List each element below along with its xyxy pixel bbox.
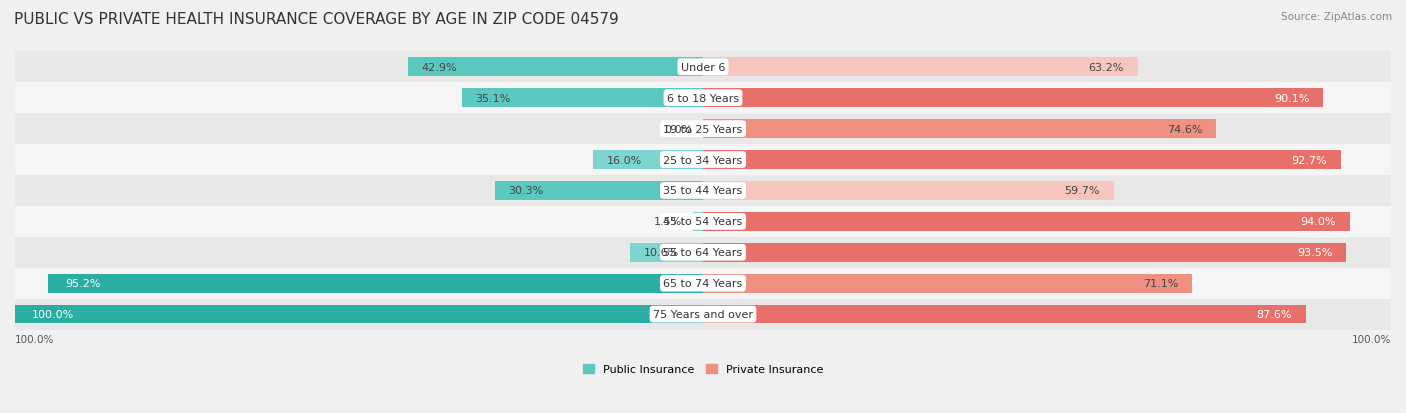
Bar: [630, 243, 703, 262]
Text: 75 Years and over: 75 Years and over: [652, 309, 754, 319]
Text: 25 to 34 Years: 25 to 34 Years: [664, 155, 742, 165]
Bar: [15, 114, 1391, 145]
Text: 94.0%: 94.0%: [1301, 217, 1336, 227]
Text: 35.1%: 35.1%: [475, 93, 510, 103]
Text: 92.7%: 92.7%: [1291, 155, 1327, 165]
Text: 0.0%: 0.0%: [665, 124, 693, 134]
Text: 87.6%: 87.6%: [1257, 309, 1292, 319]
Bar: [15, 299, 1391, 330]
Text: 55 to 64 Years: 55 to 64 Years: [664, 248, 742, 258]
Bar: [703, 243, 1347, 262]
Bar: [48, 274, 703, 293]
Text: 16.0%: 16.0%: [606, 155, 643, 165]
Bar: [15, 268, 1391, 299]
Bar: [15, 145, 1391, 176]
Text: 6 to 18 Years: 6 to 18 Years: [666, 93, 740, 103]
Text: 90.1%: 90.1%: [1274, 93, 1309, 103]
Bar: [408, 58, 703, 77]
Bar: [15, 83, 1391, 114]
Text: 95.2%: 95.2%: [65, 278, 101, 289]
Bar: [703, 305, 1306, 324]
Bar: [703, 120, 1216, 138]
Text: 45 to 54 Years: 45 to 54 Years: [664, 217, 742, 227]
Text: 100.0%: 100.0%: [15, 335, 55, 344]
Bar: [461, 89, 703, 108]
Text: 19 to 25 Years: 19 to 25 Years: [664, 124, 742, 134]
Bar: [15, 206, 1391, 237]
Text: 100.0%: 100.0%: [32, 309, 75, 319]
Bar: [693, 213, 703, 231]
Text: 71.1%: 71.1%: [1143, 278, 1178, 289]
Bar: [703, 58, 1137, 77]
Text: 74.6%: 74.6%: [1167, 124, 1202, 134]
Text: 93.5%: 93.5%: [1298, 248, 1333, 258]
Text: Under 6: Under 6: [681, 63, 725, 73]
Text: 35 to 44 Years: 35 to 44 Years: [664, 186, 742, 196]
Bar: [15, 176, 1391, 206]
Text: 65 to 74 Years: 65 to 74 Years: [664, 278, 742, 289]
Bar: [15, 237, 1391, 268]
Text: 10.6%: 10.6%: [644, 248, 679, 258]
Text: 30.3%: 30.3%: [509, 186, 544, 196]
Bar: [15, 305, 703, 324]
Legend: Public Insurance, Private Insurance: Public Insurance, Private Insurance: [583, 364, 823, 374]
Bar: [593, 151, 703, 169]
Bar: [703, 182, 1114, 200]
Text: 42.9%: 42.9%: [422, 63, 457, 73]
Bar: [15, 52, 1391, 83]
Bar: [703, 213, 1350, 231]
Bar: [495, 182, 703, 200]
Text: Source: ZipAtlas.com: Source: ZipAtlas.com: [1281, 12, 1392, 22]
Text: 100.0%: 100.0%: [1351, 335, 1391, 344]
Text: 63.2%: 63.2%: [1088, 63, 1123, 73]
Bar: [703, 89, 1323, 108]
Text: PUBLIC VS PRIVATE HEALTH INSURANCE COVERAGE BY AGE IN ZIP CODE 04579: PUBLIC VS PRIVATE HEALTH INSURANCE COVER…: [14, 12, 619, 27]
Bar: [703, 151, 1341, 169]
Text: 1.5%: 1.5%: [654, 217, 682, 227]
Bar: [703, 274, 1192, 293]
Text: 59.7%: 59.7%: [1064, 186, 1099, 196]
